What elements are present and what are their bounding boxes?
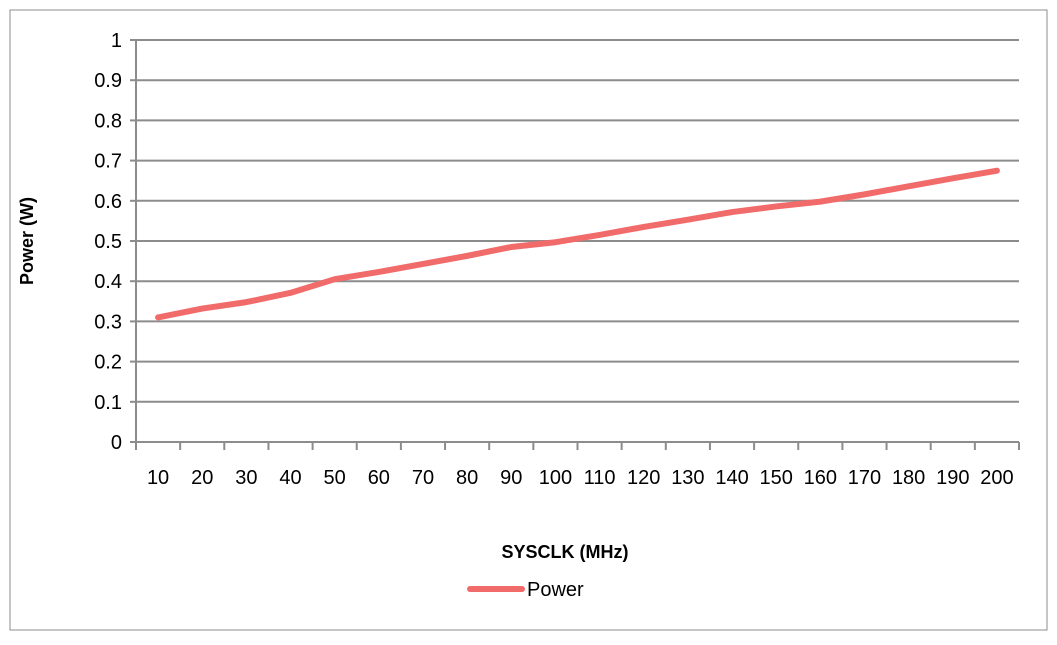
- y-tick-label: 0.9: [94, 70, 122, 92]
- x-tick-label: 10: [147, 467, 169, 489]
- y-tick-label: 0.3: [94, 311, 122, 333]
- y-tick-label: 0.7: [94, 151, 122, 173]
- y-tick-label: 0: [111, 432, 122, 454]
- y-tick-labels: 0 0.1 0.2 0.3 0.4 0.5 0.6 0.7 0.8 0.9 1: [94, 30, 122, 454]
- x-tick-label: 170: [848, 467, 881, 489]
- x-tick-label: 50: [324, 467, 346, 489]
- x-tick-label: 30: [235, 467, 257, 489]
- x-tick-label: 20: [191, 467, 213, 489]
- x-tick-label: 160: [804, 467, 837, 489]
- x-tick-label: 40: [279, 467, 301, 489]
- y-tick-label: 0.4: [94, 271, 122, 293]
- x-tick-label: 150: [759, 467, 792, 489]
- series-lines: [155, 167, 1000, 321]
- x-tick-label: 110: [584, 467, 616, 489]
- y-tick-label: 0.8: [94, 110, 122, 132]
- x-tick-labels: 10 20 30 40 50 60 70 80 90 100 110 120 130 140 150 160 1…: [147, 467, 1014, 489]
- y-axis-title: Power (W): [17, 197, 37, 285]
- y-tick-label: 0.5: [94, 231, 122, 253]
- axes: [130, 39, 1020, 450]
- y-tick-label: 0.2: [94, 352, 122, 374]
- legend: Power: [467, 579, 584, 601]
- y-tick-label: 0.6: [94, 191, 122, 213]
- x-tick-label: 100: [539, 467, 572, 489]
- x-tick-label: 70: [412, 467, 434, 489]
- x-tick-label: 140: [715, 467, 748, 489]
- x-tick-label: 120: [627, 467, 660, 489]
- x-tick-label: 90: [500, 467, 522, 489]
- x-tick-label: 60: [368, 467, 390, 489]
- x-tick-label: 80: [456, 467, 478, 489]
- legend-label-power: Power: [527, 579, 584, 601]
- x-tick-label: 200: [980, 467, 1013, 489]
- x-axis-title: SYSCLK (MHz): [502, 542, 629, 562]
- y-tick-label: 1: [111, 30, 122, 52]
- x-tick-label: 180: [892, 467, 925, 489]
- series-line-power: [155, 167, 1000, 321]
- x-tick-label: 190: [936, 467, 969, 489]
- chart-border: [9, 9, 1048, 631]
- y-tick-label: 0.1: [94, 392, 122, 414]
- x-tick-label: 130: [671, 467, 704, 489]
